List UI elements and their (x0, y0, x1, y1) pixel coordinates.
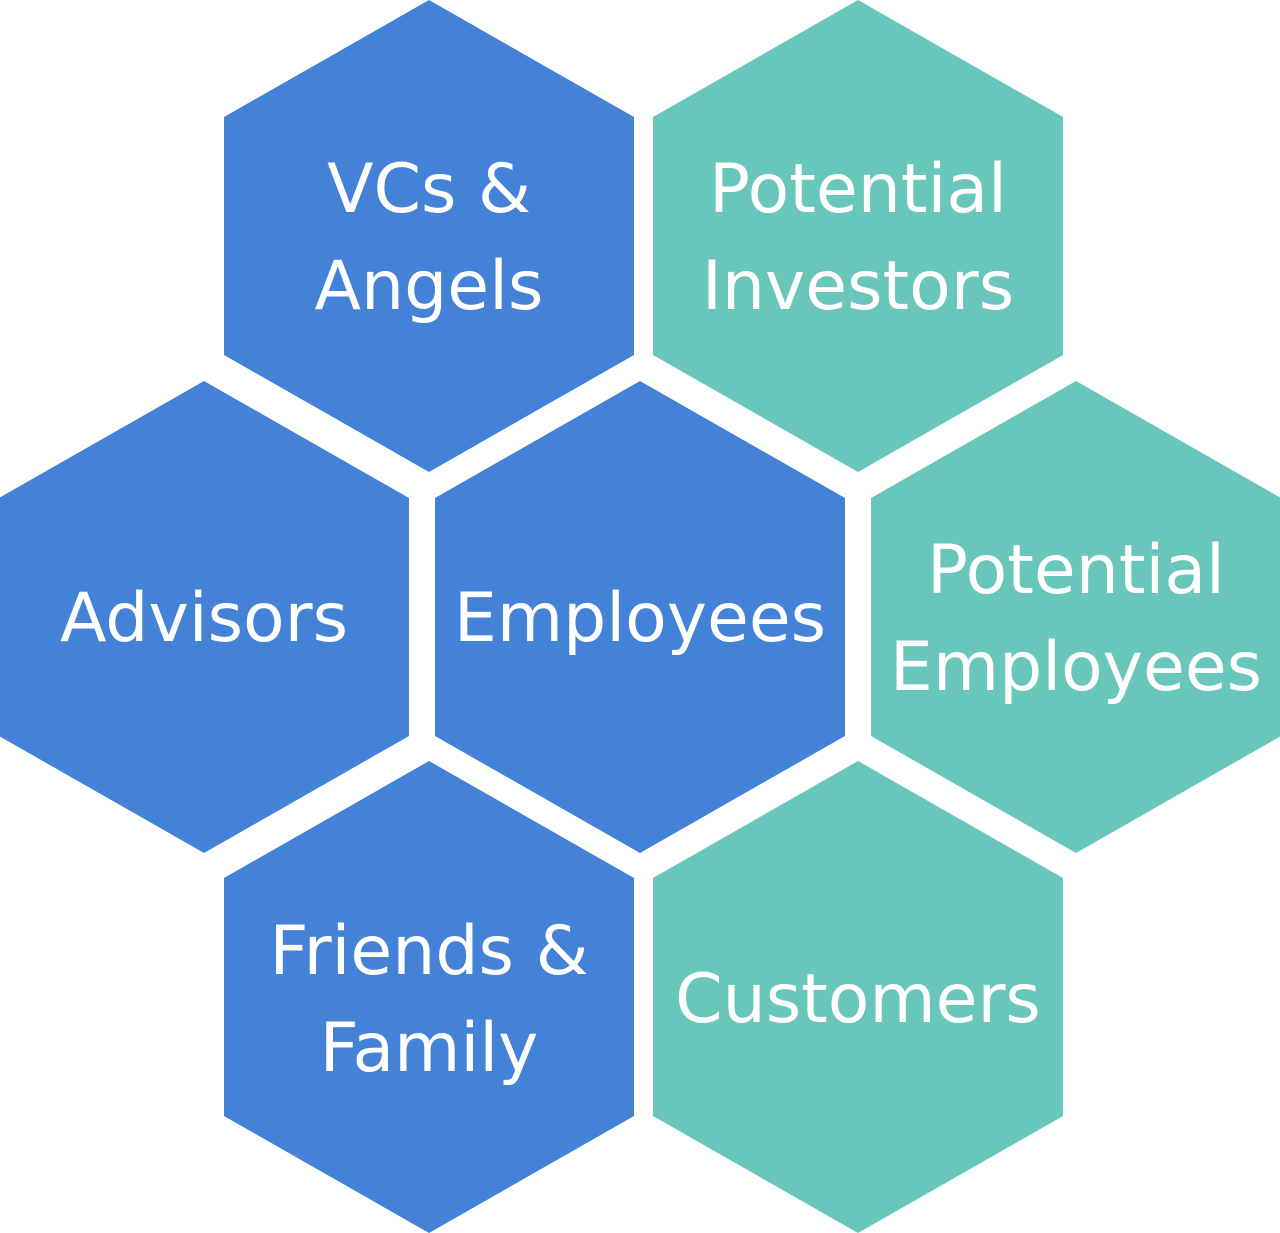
hex-friends-family-shape (224, 761, 634, 1233)
hex-potential-investors-shape (653, 0, 1063, 472)
hex-vcs-angels-line-1: VCs & (327, 150, 531, 229)
hex-advisors: Advisors (0, 381, 409, 853)
hex-potential-employees: Potential Employees (871, 381, 1280, 853)
hex-potential-investors: Potential Investors (653, 0, 1063, 472)
hex-vcs-angels-shape (224, 0, 634, 472)
hex-vcs-angels-line-2: Angels (315, 247, 544, 326)
hex-friends-family-line-1: Friends & (269, 912, 588, 991)
hex-customers-line-1: Customers (675, 960, 1041, 1039)
hex-advisors-line-1: Advisors (60, 579, 348, 658)
hex-potential-employees-label: Potential Employees (890, 531, 1262, 707)
hex-employees-shape (435, 381, 845, 853)
hex-employees: Employees (435, 381, 845, 853)
hex-customers-shape (653, 761, 1063, 1233)
hex-potential-employees-shape (871, 381, 1280, 853)
hex-potential-employees-line-1: Potential (927, 531, 1225, 610)
hex-potential-investors-line-2: Investors (702, 247, 1014, 326)
hex-potential-investors-line-1: Potential (709, 150, 1007, 229)
hex-customers: Customers (653, 761, 1063, 1233)
hex-vcs-angels-label: VCs & Angels (315, 150, 544, 326)
hex-potential-investors-label: Potential Investors (702, 150, 1014, 326)
hex-potential-employees-line-2: Employees (890, 628, 1262, 707)
hex-vcs-angels: VCs & Angels (224, 0, 634, 472)
hex-friends-family: Friends & Family (224, 761, 634, 1233)
hex-friends-family-line-2: Family (320, 1009, 539, 1088)
hex-employees-label: Employees (454, 579, 826, 658)
hex-employees-line-1: Employees (454, 579, 826, 658)
hex-advisors-label: Advisors (60, 579, 348, 658)
hex-customers-label: Customers (675, 960, 1041, 1039)
hex-advisors-shape (0, 381, 409, 853)
hex-friends-family-label: Friends & Family (269, 912, 588, 1088)
